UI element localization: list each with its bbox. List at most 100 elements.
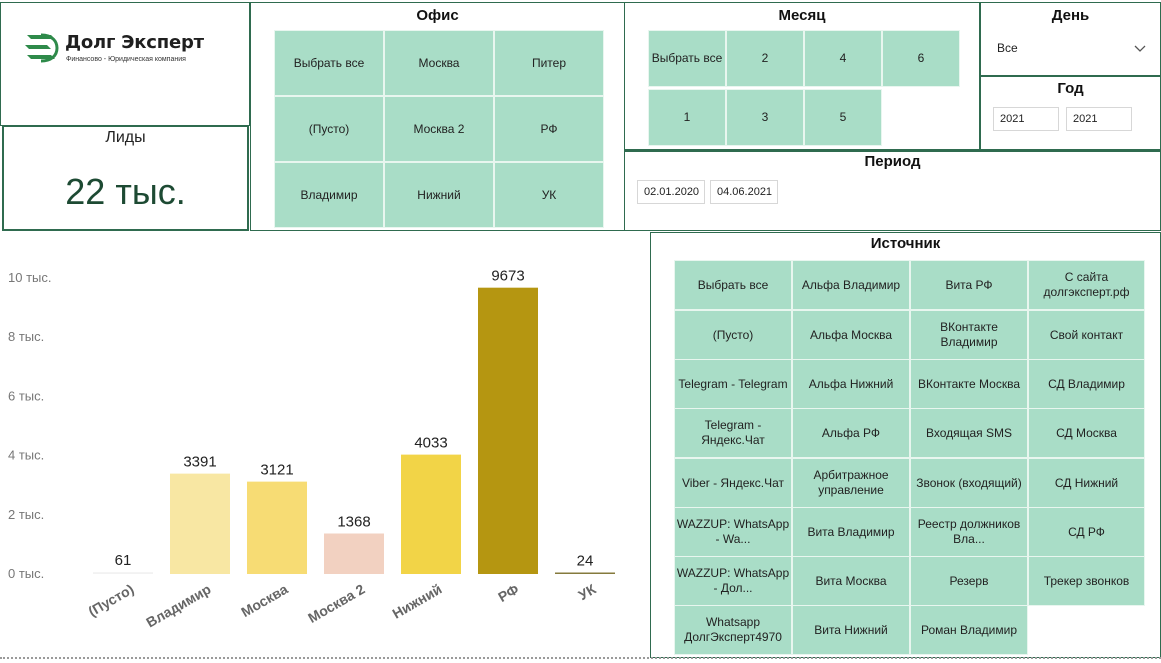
source-slicer-title: Источник — [870, 235, 941, 252]
logo-mark-icon — [25, 33, 59, 63]
source-tile[interactable]: Звонок (входящий) — [910, 458, 1028, 508]
office-tile[interactable]: (Пусто) — [274, 96, 384, 162]
month-tile[interactable]: 3 — [726, 89, 804, 146]
source-tile[interactable]: Telegram - Яндекс.Чат — [674, 408, 792, 458]
month-tile[interactable]: Выбрать все — [648, 30, 726, 87]
logo-name: Долг Эксперт — [65, 32, 204, 53]
month-tile[interactable]: 1 — [648, 89, 726, 146]
logo-tagline: Финансово - Юридическая компания — [66, 56, 186, 63]
bar-data-label: 61 — [115, 552, 132, 569]
source-slicer: Источник Выбрать все Альфа Владимир Вита… — [650, 232, 1161, 658]
source-tile[interactable]: Резерв — [910, 556, 1028, 606]
month-tile[interactable]: 4 — [804, 30, 882, 87]
source-tile[interactable]: Вита Нижний — [792, 605, 910, 655]
month-tile[interactable]: 2 — [726, 30, 804, 87]
office-tile[interactable]: Москва 2 — [384, 96, 494, 162]
source-tile[interactable]: ВКонтакте Москва — [910, 359, 1028, 409]
source-tile[interactable]: Альфа РФ — [792, 408, 910, 458]
source-tile[interactable]: Выбрать все — [674, 260, 792, 310]
source-tile[interactable]: Telegram - Telegram — [674, 359, 792, 409]
office-tile[interactable]: Москва — [384, 30, 494, 96]
source-tile[interactable]: СД Москва — [1028, 408, 1145, 458]
year-to-input[interactable]: 2021 — [1066, 107, 1132, 131]
source-tile[interactable]: Вита Москва — [792, 556, 910, 606]
bar — [170, 473, 230, 574]
month-tile[interactable]: 5 — [804, 89, 882, 146]
source-tile[interactable]: ВКонтакте Владимир — [910, 310, 1028, 360]
bar — [324, 533, 384, 574]
year-from-input[interactable]: 2021 — [993, 107, 1059, 131]
source-tile[interactable]: СД РФ — [1028, 507, 1145, 557]
bar — [555, 572, 615, 574]
kpi-value: 22 тыс. — [65, 171, 186, 212]
y-tick-label: 0 тыс. — [8, 566, 44, 581]
period-to-input[interactable]: 04.06.2021 — [710, 180, 778, 204]
source-tile[interactable]: Вита Владимир — [792, 507, 910, 557]
year-slicer-title: Год — [1057, 80, 1084, 97]
period-from-input[interactable]: 02.01.2020 — [637, 180, 705, 204]
source-tile[interactable]: С сайта долгэксперт.рф — [1028, 260, 1145, 310]
y-tick-label: 4 тыс. — [8, 448, 44, 463]
source-tile[interactable]: Альфа Нижний — [792, 359, 910, 409]
year-slicer: Год 2021 2021 — [980, 76, 1161, 150]
bar-data-label: 24 — [577, 553, 594, 570]
leads-by-office-chart: 0 тыс. 2 тыс. 4 тыс. 6 тыс. 8 тыс. 10 тыс. 61 (… — [0, 234, 640, 654]
month-slicer: Месяц Выбрать все 2 4 6 1 3 5 — [624, 2, 980, 150]
bar — [401, 454, 461, 574]
office-tile[interactable]: Владимир — [274, 162, 384, 228]
office-tile[interactable]: Питер — [494, 30, 604, 96]
x-category-label: Нижний — [389, 581, 444, 622]
leads-kpi-card: Лиды 22 тыс. — [2, 125, 249, 231]
source-tile[interactable]: Whatsapp ДолгЭксперт4970 — [674, 605, 792, 655]
bar — [247, 481, 307, 574]
company-logo: Долг Эксперт Финансово - Юридическая ком… — [23, 30, 223, 70]
period-slicer-title: Период — [864, 153, 921, 170]
y-tick-label: 10 тыс. — [8, 270, 51, 285]
office-tile[interactable]: Выбрать все — [274, 30, 384, 96]
source-tile[interactable]: Viber - Яндекс.Чат — [674, 458, 792, 508]
bar-data-label: 3391 — [183, 454, 216, 471]
office-slicer-title: Офис — [416, 7, 459, 24]
y-tick-label: 6 тыс. — [8, 388, 44, 403]
x-category-label: Владимир — [143, 581, 213, 631]
day-dropdown[interactable]: Все — [991, 33, 1153, 63]
source-tile[interactable]: СД Нижний — [1028, 458, 1145, 508]
kpi-label: Лиды — [105, 129, 146, 146]
bar — [478, 287, 538, 574]
day-dropdown-value: Все — [997, 41, 1018, 55]
office-tile[interactable]: Нижний — [384, 162, 494, 228]
page-bottom-divider — [0, 657, 1161, 659]
x-category-label: УК — [576, 581, 599, 604]
source-tile[interactable]: Альфа Москва — [792, 310, 910, 360]
source-tile[interactable]: Альфа Владимир — [792, 260, 910, 310]
chevron-down-icon — [1134, 45, 1146, 52]
bar — [93, 572, 153, 574]
bar-data-label: 1368 — [337, 514, 370, 531]
source-tile[interactable]: Входящая SMS — [910, 408, 1028, 458]
y-tick-label: 8 тыс. — [8, 329, 44, 344]
office-slicer: Офис Выбрать все Москва Питер (Пусто) Мо… — [250, 2, 625, 231]
source-tile[interactable]: Реестр должников Вла... — [910, 507, 1028, 557]
office-tile[interactable]: РФ — [494, 96, 604, 162]
month-slicer-title: Месяц — [778, 7, 826, 24]
x-category-label: (Пусто) — [85, 581, 136, 620]
source-tile[interactable]: Вита РФ — [910, 260, 1028, 310]
x-category-label: Москва 2 — [305, 581, 367, 626]
logo-panel: Долг Эксперт Финансово - Юридическая ком… — [0, 2, 250, 126]
period-slicer: Период 02.01.2020 04.06.2021 — [624, 150, 1161, 231]
source-tile[interactable]: WAZZUP: WhatsApp - Дол... — [674, 556, 792, 606]
source-tile[interactable]: Трекер звонков — [1028, 556, 1145, 606]
bar-chart-svg: 0 тыс. 2 тыс. 4 тыс. 6 тыс. 8 тыс. 10 тыс. 61 (… — [8, 268, 615, 631]
source-tile[interactable]: WAZZUP: WhatsApp - Wa... — [674, 507, 792, 557]
office-tile[interactable]: УК — [494, 162, 604, 228]
bar-data-label: 3121 — [260, 462, 293, 479]
x-category-label: Москва — [238, 581, 290, 620]
source-tile[interactable]: СД Владимир — [1028, 359, 1145, 409]
source-tile[interactable]: Роман Владимир — [910, 605, 1028, 655]
x-category-label: РФ — [495, 581, 521, 605]
month-tile[interactable]: 6 — [882, 30, 960, 87]
source-tile[interactable]: Свой контакт — [1028, 310, 1145, 360]
source-tile[interactable]: Арбитражное управление — [792, 458, 910, 508]
day-slicer-title: День — [1051, 7, 1090, 24]
source-tile[interactable]: (Пусто) — [674, 310, 792, 360]
